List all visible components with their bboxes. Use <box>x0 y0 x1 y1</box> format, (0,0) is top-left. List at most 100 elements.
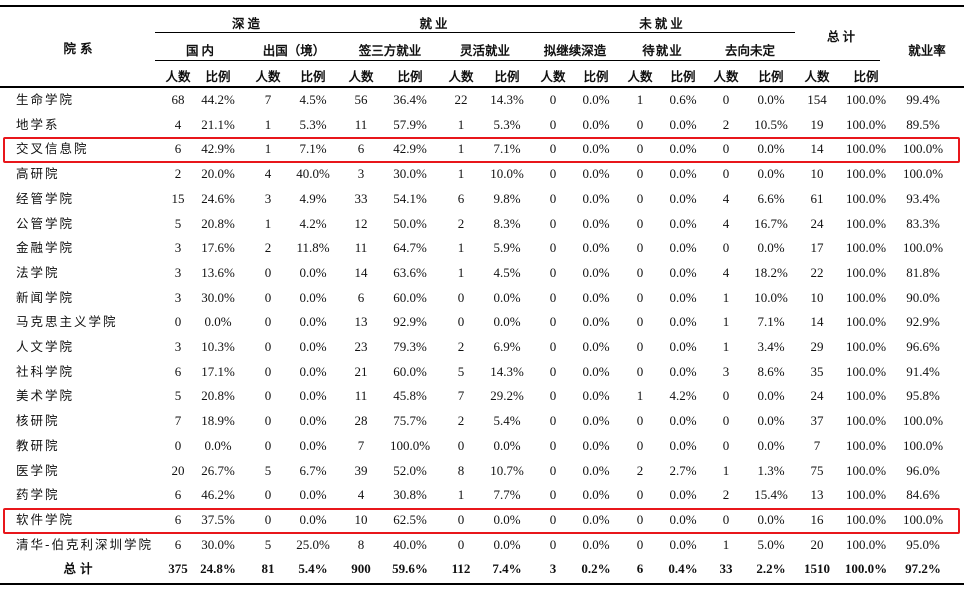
count-cell: 2 <box>264 240 272 256</box>
count-cell: 0 <box>722 166 730 182</box>
ratio-cell: 5.0% <box>757 536 785 552</box>
count-cell: 0 <box>549 92 557 107</box>
ratio-cell: 7.7% <box>493 487 521 503</box>
count-cell: 0 <box>264 487 272 503</box>
ratio-cell: 0.0% <box>669 363 697 379</box>
ratio-cell: 0.0% <box>582 413 610 429</box>
count-cell: 3 <box>174 264 182 280</box>
table-row: 医学院 20 26.7% 5 6.7% 39 52.0% 8 10.7% 0 0.0% 2 2.7% 1 1… <box>0 459 964 484</box>
ratio-cell: 7.1% <box>493 141 521 157</box>
count-cell: 19 <box>810 116 824 132</box>
ratio-cell: 40.0% <box>296 166 330 182</box>
ratio-cell: 1.3% <box>757 462 785 478</box>
ratio-cell: 100.0% <box>845 363 887 379</box>
count-cell: 3 <box>174 240 182 256</box>
ratio-cell: 100.0% <box>845 413 887 429</box>
employment-rate-cell: 95.8% <box>906 388 940 404</box>
subgroup-rule <box>155 60 795 62</box>
ratio-cell: 52.0% <box>393 462 427 478</box>
employment-rate-cell: 92.9% <box>906 314 940 330</box>
employment-rate-cell: 83.3% <box>906 215 940 231</box>
count-cell: 0 <box>636 437 644 453</box>
ratio-cell: 8.6% <box>757 363 785 379</box>
ratio-cell: 100.0% <box>845 437 887 453</box>
header-group-further-study: 深造 <box>231 16 263 31</box>
count-cell: 4 <box>722 264 730 280</box>
header-ratio: 比例 <box>670 69 696 84</box>
count-cell: 39 <box>354 462 368 478</box>
count-cell: 0 <box>636 116 644 132</box>
count-cell: 8 <box>357 536 365 552</box>
table-row: 地学系 4 21.1% 1 5.3% 11 57.9% 1 5.3% 0 0.0% 0 0.0% 2 10.… <box>0 113 964 138</box>
header-department: 院系 <box>63 41 97 56</box>
ratio-cell: 10.7% <box>490 462 524 478</box>
ratio-cell: 36.4% <box>393 92 427 107</box>
employment-rate-cell: 100.0% <box>902 141 944 157</box>
count-cell: 0 <box>549 462 557 478</box>
ratio-cell: 100.0% <box>845 141 887 157</box>
count-cell: 2 <box>457 215 465 231</box>
ratio-cell: 17.6% <box>201 240 235 256</box>
ratio-cell: 0.0% <box>582 363 610 379</box>
count-cell: 0 <box>264 363 272 379</box>
ratio-cell: 2.7% <box>669 462 697 478</box>
count-cell: 0 <box>549 437 557 453</box>
count-cell: 1 <box>264 116 272 132</box>
count-cell: 5 <box>174 388 182 404</box>
count-cell: 0 <box>549 487 557 503</box>
count-cell: 11 <box>354 116 368 132</box>
highlight-box <box>3 137 960 164</box>
header-sub-flexible: 灵活就业 <box>459 43 510 58</box>
count-cell: 0 <box>457 289 465 305</box>
ratio-cell: 62.5% <box>393 511 427 527</box>
ratio-cell: 0.0% <box>669 413 697 429</box>
ratio-cell: 30.0% <box>201 289 235 305</box>
table-row: 高研院 2 20.0% 4 40.0% 3 30.0% 1 10.0% 0 0.0% 0 0.0% 0 0.… <box>0 162 964 187</box>
header-ratio: 比例 <box>583 69 609 84</box>
ratio-cell: 0.0% <box>299 339 327 354</box>
ratio-cell: 0.0% <box>669 339 697 354</box>
ratio-cell: 92.9% <box>393 314 427 330</box>
employment-rate-cell: 100.0% <box>902 240 944 256</box>
count-cell: 0 <box>549 314 557 330</box>
header-count: 人数 <box>804 69 830 84</box>
header-sub-undecided: 去向未定 <box>724 43 775 58</box>
total-ratio-cell: 59.6% <box>392 561 428 577</box>
total-label: 总计 <box>63 561 97 577</box>
employment-rate-cell: 100.0% <box>902 511 944 527</box>
count-cell: 0 <box>264 511 272 527</box>
ratio-cell: 0.0% <box>757 141 785 157</box>
ratio-cell: 0.0% <box>669 141 697 157</box>
department-name: 药学院 <box>16 487 60 503</box>
ratio-cell: 100.0% <box>845 240 887 256</box>
ratio-cell: 0.0% <box>582 289 610 305</box>
count-cell: 154 <box>807 92 827 107</box>
total-ratio-cell: 5.4% <box>298 561 328 577</box>
count-cell: 0 <box>636 166 644 182</box>
count-cell: 6 <box>174 536 182 552</box>
count-cell: 68 <box>171 92 185 107</box>
ratio-cell: 6.7% <box>299 462 327 478</box>
ratio-cell: 0.0% <box>669 215 697 231</box>
department-name: 清华-伯克利深圳学院 <box>16 536 154 552</box>
total-employment-rate: 97.2% <box>905 561 941 577</box>
table-row: 社科学院 6 17.1% 0 0.0% 21 60.0% 5 14.3% 0 0.0% 0 0.0% 3 8… <box>0 360 964 385</box>
count-cell: 11 <box>354 240 368 256</box>
count-cell: 5 <box>264 536 272 552</box>
ratio-cell: 16.7% <box>754 215 788 231</box>
ratio-cell: 14.3% <box>490 92 524 107</box>
count-cell: 1 <box>457 240 465 256</box>
ratio-cell: 100.0% <box>845 487 887 503</box>
count-cell: 0 <box>636 511 644 527</box>
count-cell: 0 <box>264 339 272 354</box>
count-cell: 3 <box>174 289 182 305</box>
ratio-cell: 0.0% <box>299 314 327 330</box>
header-ratio: 比例 <box>300 69 326 84</box>
ratio-cell: 25.0% <box>296 536 330 552</box>
ratio-cell: 0.0% <box>669 437 697 453</box>
ratio-cell: 0.0% <box>757 437 785 453</box>
header-count: 人数 <box>255 69 281 84</box>
department-name: 经管学院 <box>16 190 75 206</box>
total-ratio-cell: 0.4% <box>668 561 698 577</box>
count-cell: 0 <box>636 413 644 429</box>
